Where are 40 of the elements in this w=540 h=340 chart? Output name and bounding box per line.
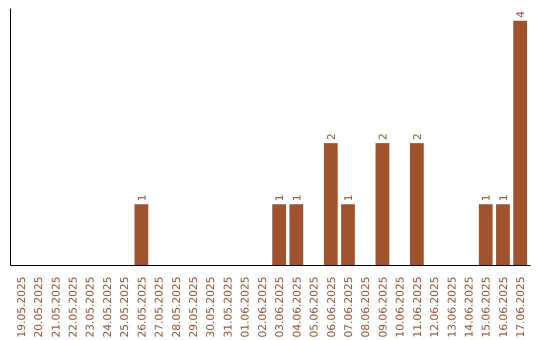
x-tick-label: 31.05.2025: [221, 276, 234, 338]
x-tick-label: 27.05.2025: [152, 276, 166, 338]
data-label: 2: [324, 133, 338, 140]
data-label: 4: [514, 10, 528, 18]
data-label: 1: [342, 194, 355, 202]
x-tick-label: 10.06.2025: [394, 276, 407, 338]
x-tick-label: 02.06.2025: [256, 276, 269, 338]
x-tick-label: 08.06.2025: [359, 276, 372, 338]
x-tick-label: 05.06.2025: [308, 276, 321, 338]
x-tick-label: 14.06.2025: [462, 276, 476, 338]
x-tick-label: 26.05.2025: [135, 276, 148, 338]
x-tick-label: 16.06.2025: [496, 276, 510, 338]
data-label: 1: [496, 194, 510, 202]
data-label: 1: [290, 194, 304, 202]
x-tick-label: 01.06.2025: [238, 276, 252, 338]
x-tick-label: 03.06.2025: [273, 276, 286, 338]
data-label: 1: [273, 194, 286, 202]
x-tick-label: 30.05.2025: [204, 276, 218, 338]
x-tick-label: 28.05.2025: [170, 276, 183, 338]
x-tick-label: 13.06.2025: [445, 276, 458, 338]
x-tick-label: 22.05.2025: [66, 276, 80, 338]
x-tick-label: 04.06.2025: [290, 276, 304, 338]
x-tick-label: 29.05.2025: [187, 276, 200, 338]
x-tick-label: 17.06.2025: [514, 276, 528, 338]
x-tick-label: 06.06.2025: [324, 276, 338, 338]
x-tick-label: 23.05.2025: [84, 276, 97, 338]
data-label: 2: [410, 133, 424, 140]
x-tick-label: 20.05.2025: [32, 276, 46, 338]
data-label: 1: [135, 194, 148, 202]
x-tick-label: 21.05.2025: [49, 276, 62, 338]
data-label: 1: [480, 194, 493, 202]
x-tick-label: 11.06.2025: [410, 276, 424, 338]
x-tick-label: 15.06.2025: [480, 276, 493, 338]
x-tick-label: 09.06.2025: [376, 276, 390, 338]
x-tick-label: 24.05.2025: [100, 276, 114, 338]
x-tick-label: 12.06.2025: [428, 276, 442, 338]
data-label: 2: [376, 133, 390, 140]
x-tick-label: 07.06.2025: [342, 276, 355, 338]
x-tick-label: 19.05.2025: [14, 276, 28, 338]
x-tick-label: 25.05.2025: [118, 276, 132, 338]
